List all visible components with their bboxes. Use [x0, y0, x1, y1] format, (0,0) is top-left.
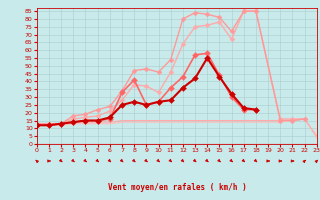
Text: Vent moyen/en rafales ( km/h ): Vent moyen/en rafales ( km/h ) — [108, 183, 247, 192]
